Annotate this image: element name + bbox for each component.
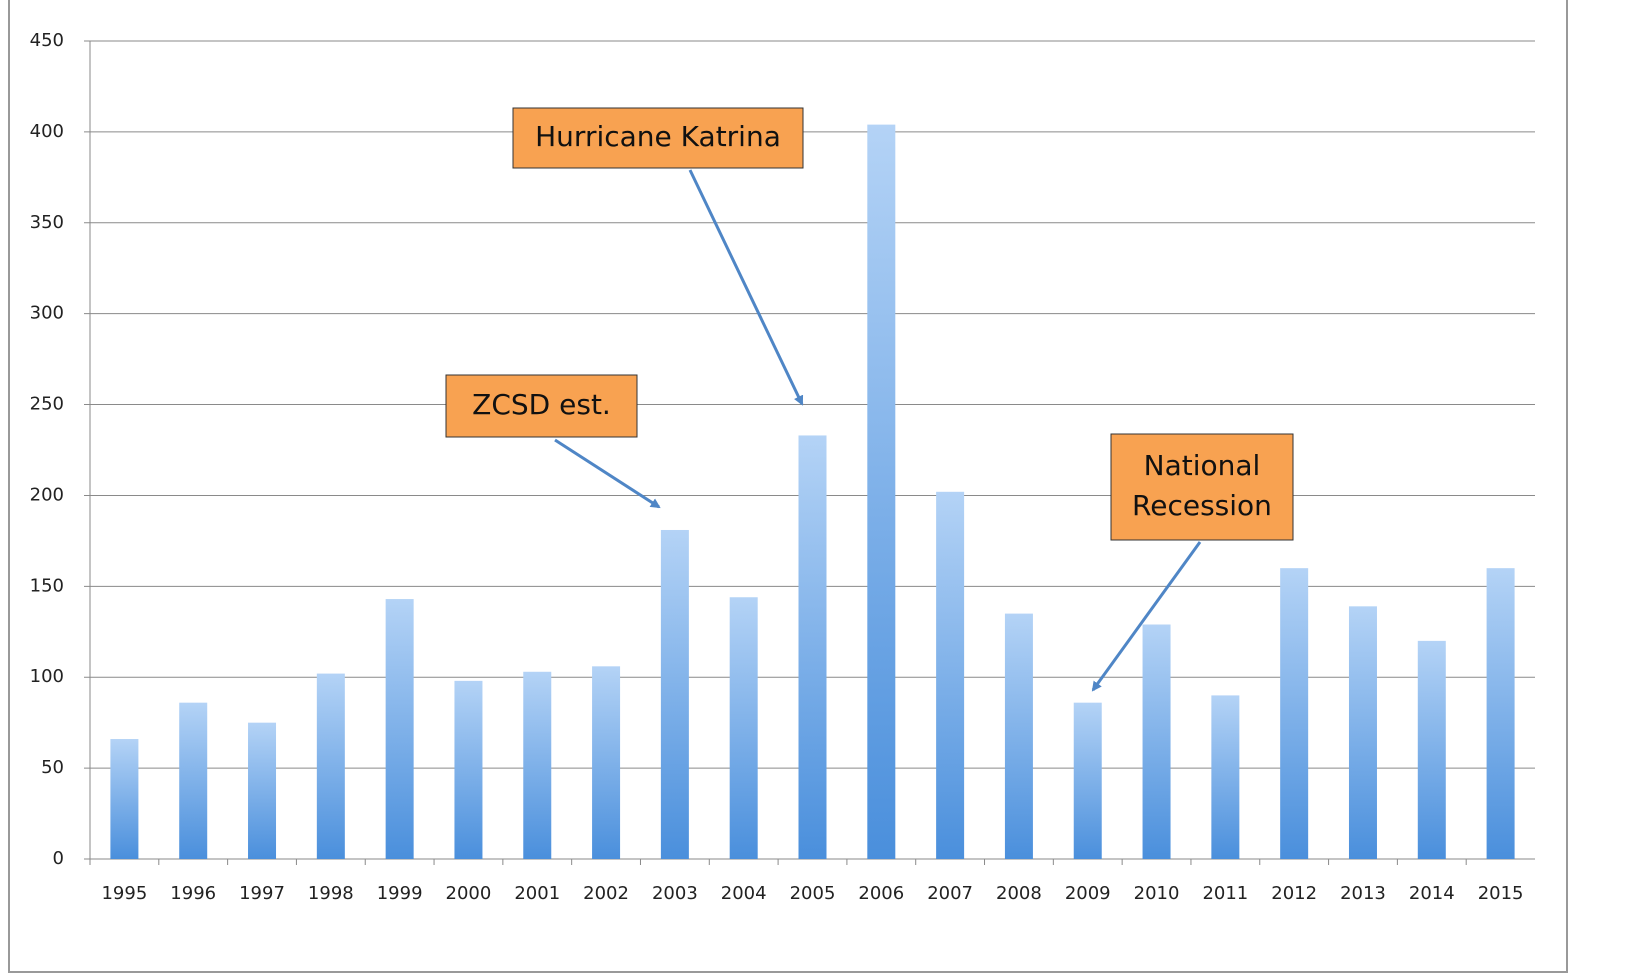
y-tick-label: 400 xyxy=(30,121,64,142)
x-tick-label: 2006 xyxy=(858,883,904,904)
y-tick-label: 250 xyxy=(30,394,64,415)
y-tick-label: 50 xyxy=(41,757,64,778)
bar xyxy=(1348,606,1377,859)
bar xyxy=(660,529,689,859)
y-tick-label: 200 xyxy=(30,484,64,505)
bar xyxy=(592,666,621,859)
bar xyxy=(1142,624,1171,859)
y-tick-label: 150 xyxy=(30,575,64,596)
annotation-box xyxy=(1110,433,1294,541)
annotation-text: ZCSD est. xyxy=(472,388,611,421)
x-tick-label: 2000 xyxy=(446,883,492,904)
bar xyxy=(729,597,758,859)
bar xyxy=(798,435,827,859)
annotation-text: Recession xyxy=(1132,489,1272,522)
x-tick-label: 2005 xyxy=(790,883,836,904)
bar xyxy=(248,722,277,859)
x-tick-label: 2013 xyxy=(1340,883,1386,904)
y-tick-label: 450 xyxy=(30,30,64,51)
annotation-box xyxy=(445,374,638,438)
y-tick-label: 0 xyxy=(53,848,64,869)
x-tick-label: 2008 xyxy=(996,883,1042,904)
bar xyxy=(316,673,345,859)
x-tick-label: 1996 xyxy=(170,883,216,904)
x-tick-label: 2007 xyxy=(927,883,973,904)
bar xyxy=(179,702,208,859)
y-tick-label: 100 xyxy=(30,666,64,687)
annotation-arrow xyxy=(554,438,661,509)
x-tick-label: 2015 xyxy=(1478,883,1524,904)
bar xyxy=(110,739,139,859)
x-tick-label: 2012 xyxy=(1271,883,1317,904)
bar xyxy=(1073,702,1102,859)
annotation-text: National xyxy=(1144,449,1261,482)
bar xyxy=(385,599,414,859)
annotation: ZCSD est. xyxy=(445,374,661,509)
x-tick-label: 1998 xyxy=(308,883,354,904)
x-tick-label: 1995 xyxy=(101,883,147,904)
y-tick-label: 300 xyxy=(30,303,64,324)
annotation-arrow xyxy=(1091,541,1202,692)
bar xyxy=(867,124,896,859)
x-tick-label: 2011 xyxy=(1202,883,1248,904)
bar xyxy=(1004,613,1033,859)
bar xyxy=(454,680,483,859)
x-tick-label: 2010 xyxy=(1134,883,1180,904)
bar xyxy=(1417,640,1446,859)
y-tick-label: 350 xyxy=(30,212,64,233)
annotation-box xyxy=(512,107,804,169)
bar xyxy=(1486,568,1515,859)
x-tick-label: 2001 xyxy=(514,883,560,904)
x-tick-label: 1999 xyxy=(377,883,423,904)
x-tick-label: 1997 xyxy=(239,883,285,904)
annotation-arrow xyxy=(688,169,804,406)
x-tick-label: 2004 xyxy=(721,883,767,904)
bar xyxy=(936,491,965,859)
bar xyxy=(1211,695,1240,859)
bar xyxy=(523,671,552,859)
x-tick-label: 2002 xyxy=(583,883,629,904)
annotation-text: Hurricane Katrina xyxy=(535,120,781,153)
x-tick-label: 2014 xyxy=(1409,883,1455,904)
x-tick-label: 2003 xyxy=(652,883,698,904)
annotation: Hurricane Katrina xyxy=(512,107,804,406)
x-tick-label: 2009 xyxy=(1065,883,1111,904)
bar xyxy=(1280,568,1309,859)
annotation: National Recession xyxy=(1091,433,1294,692)
